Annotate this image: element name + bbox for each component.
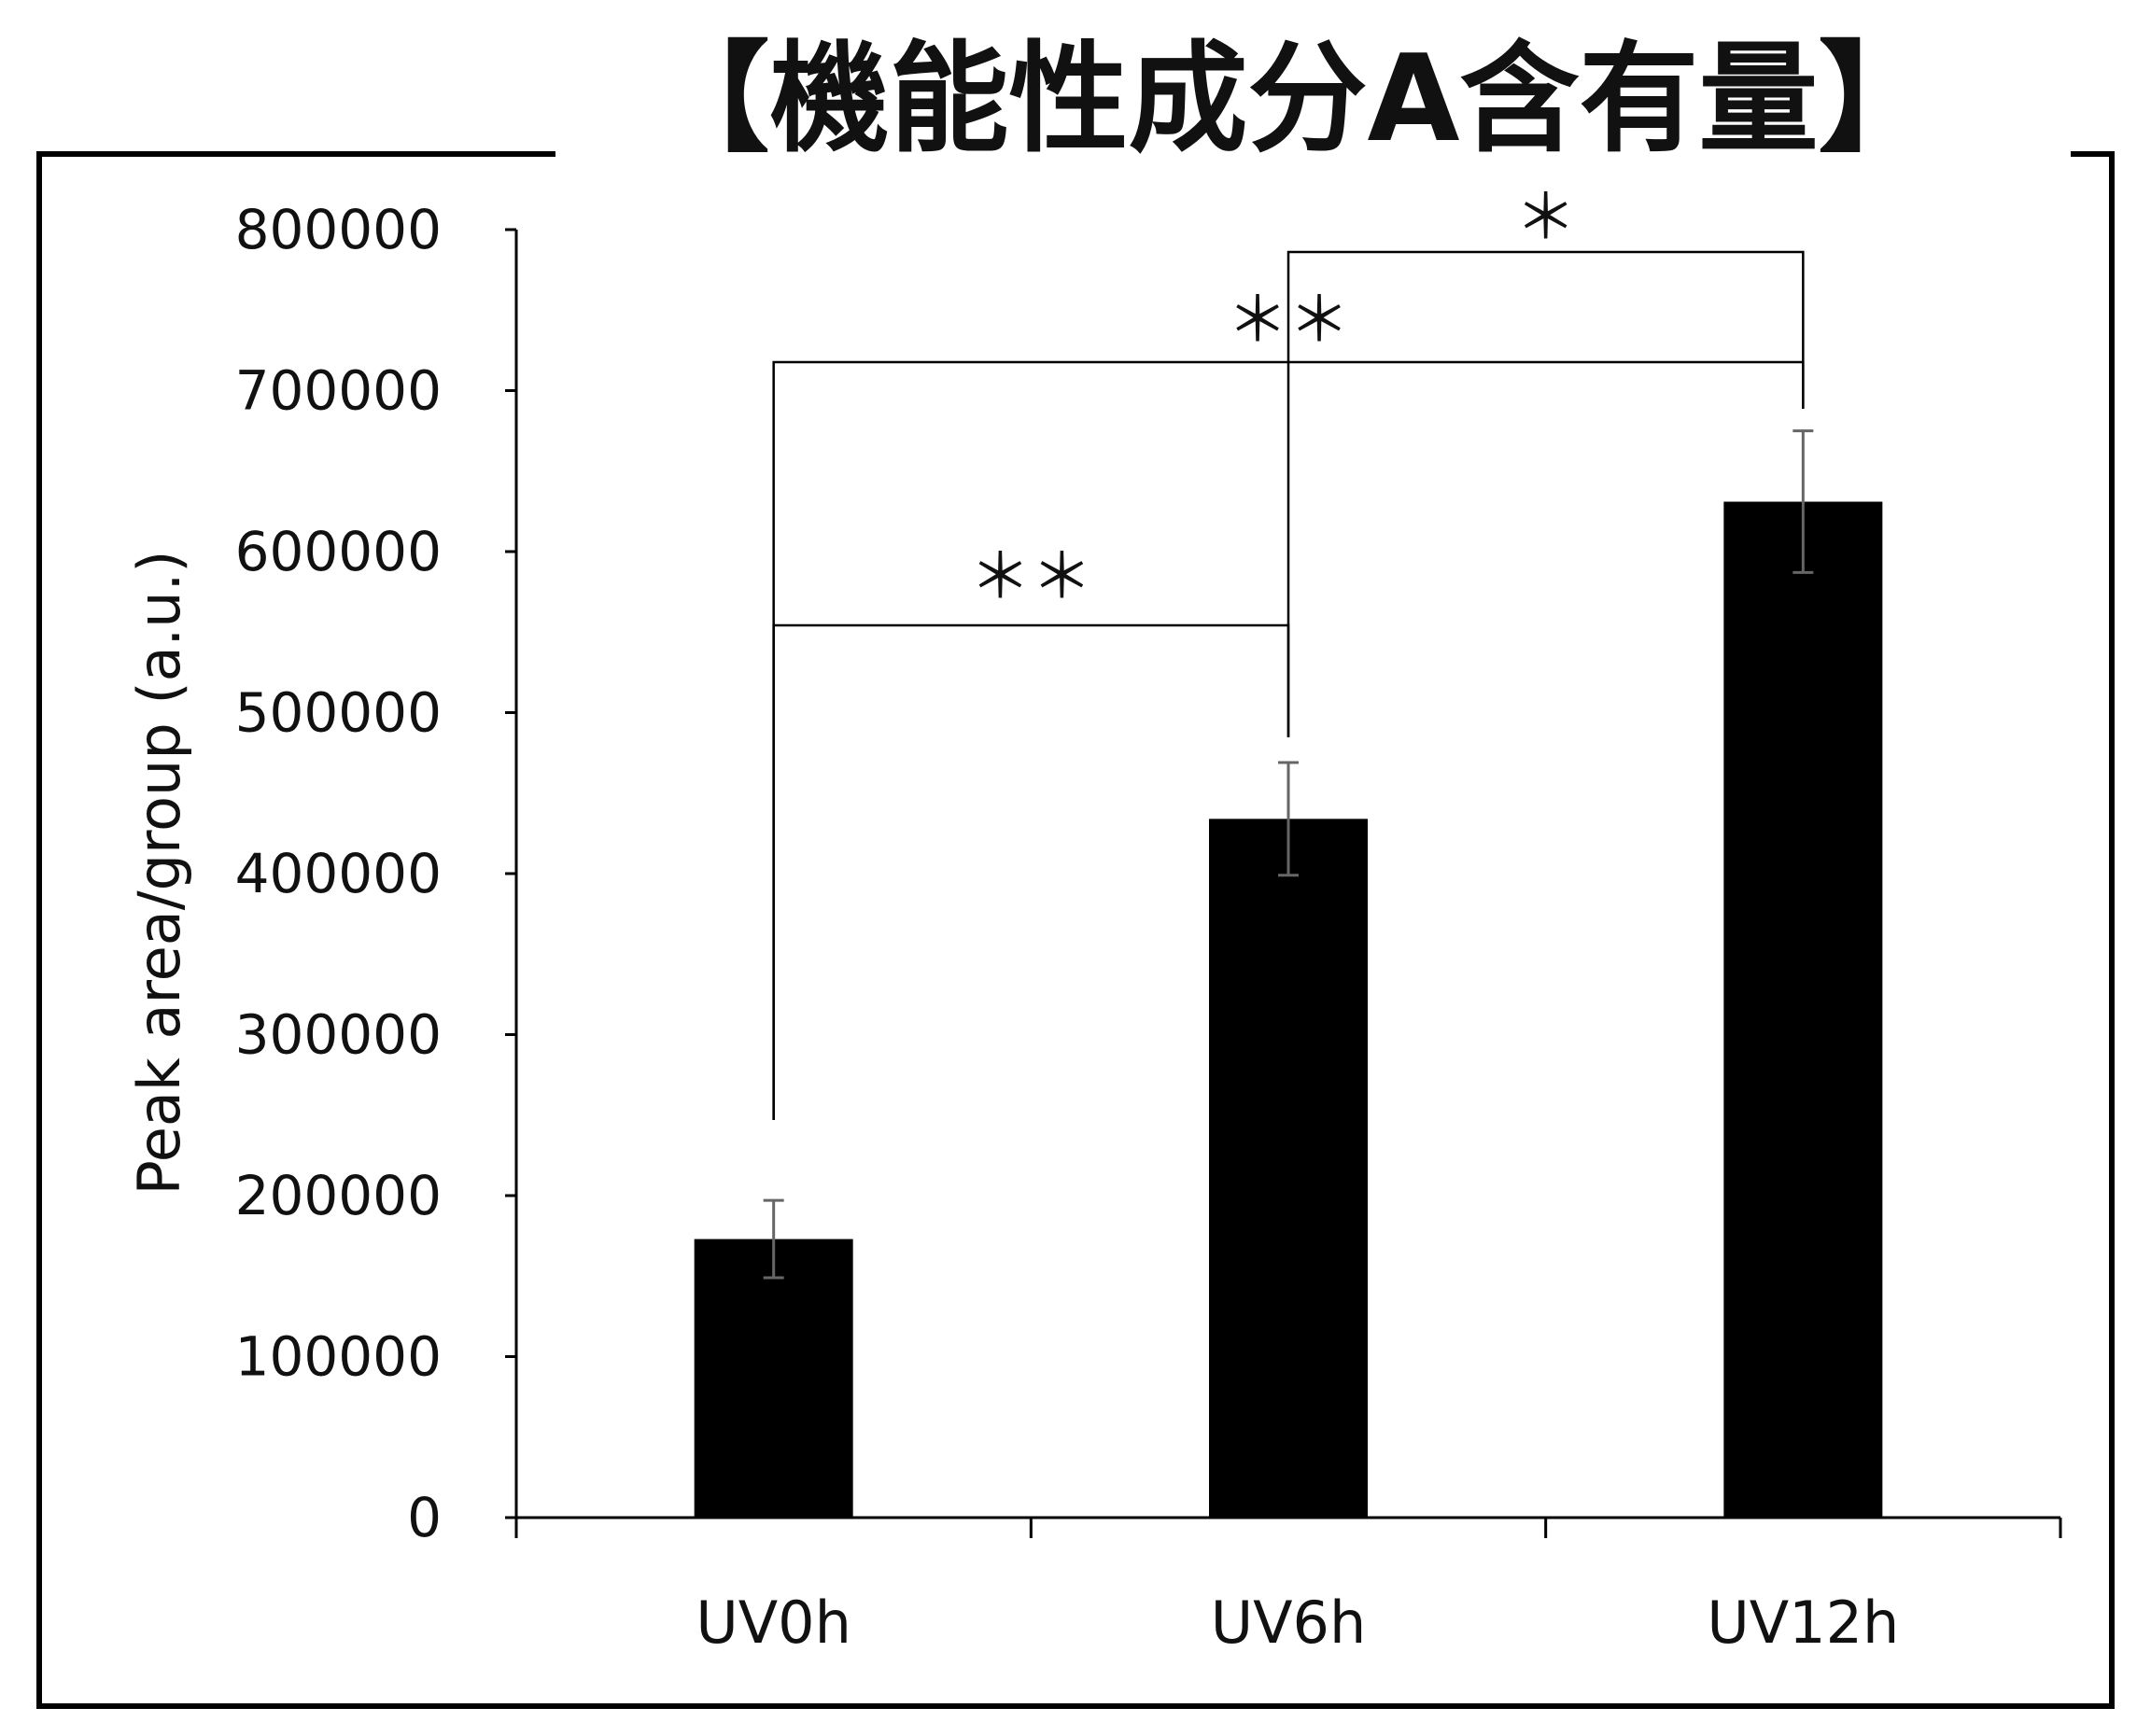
- x-tick-label: UV12h: [1707, 1589, 1899, 1657]
- y-tick-label: 600000: [235, 520, 442, 583]
- chart-title: 【機能性成分A含有量】: [650, 30, 1937, 169]
- y-tick-label: 500000: [235, 681, 442, 745]
- y-axis-label: Peak area/group (a.u.): [125, 551, 193, 1196]
- y-tick-label: 700000: [235, 359, 442, 423]
- y-tick-label: 400000: [235, 842, 442, 905]
- y-tick-label: 0: [407, 1486, 442, 1549]
- y-tick-label: 300000: [235, 1003, 442, 1067]
- x-tick-label: UV0h: [696, 1589, 851, 1657]
- chart-frame: [36, 151, 2115, 1709]
- significance-label: ＊＊: [969, 540, 1092, 612]
- y-tick-label: 800000: [235, 198, 442, 261]
- significance-bracket: [1286, 250, 1805, 737]
- y-tick-label: 100000: [235, 1325, 442, 1389]
- x-tick-label: UV6h: [1211, 1589, 1367, 1657]
- y-tick-label: 200000: [235, 1164, 442, 1227]
- bar: [694, 1239, 853, 1518]
- plot-area: 0 100000 200000 300000 400000 500000 600000 700…: [235, 181, 2062, 1657]
- bar: [1723, 501, 1883, 1518]
- significance-label: ＊: [1515, 181, 1577, 253]
- bar: [1209, 819, 1368, 1518]
